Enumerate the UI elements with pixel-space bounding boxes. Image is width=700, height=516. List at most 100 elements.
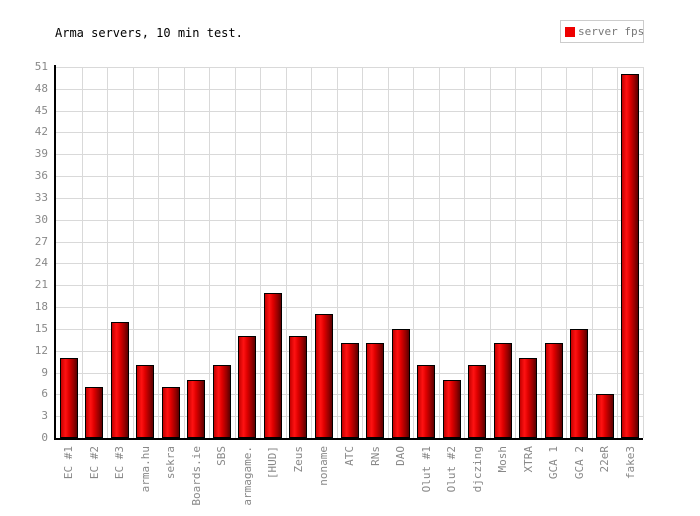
bar — [392, 329, 410, 438]
y-tick-label: 0 — [41, 431, 48, 444]
x-tick-label: Zeus — [292, 446, 305, 473]
gridline-vertical — [592, 67, 593, 438]
gridline-horizontal — [56, 132, 643, 133]
y-tick-label: 18 — [34, 300, 48, 313]
gridline-horizontal — [56, 198, 643, 199]
x-tick-label: GCA 2 — [573, 446, 586, 480]
x-tick-label: sekra — [164, 446, 177, 480]
x-tick-label: Boards.ie — [190, 446, 203, 506]
y-tick-label: 15 — [34, 322, 48, 335]
x-tick-label: EC #3 — [113, 446, 126, 480]
x-tick-label: EC #1 — [62, 446, 75, 480]
gridline-horizontal — [56, 176, 643, 177]
gridline-vertical — [82, 67, 83, 438]
bar — [519, 358, 537, 438]
gridline-vertical — [566, 67, 567, 438]
bar — [570, 329, 588, 438]
gridline-horizontal — [56, 307, 643, 308]
chart-title: Arma servers, 10 min test. — [55, 26, 243, 40]
y-tick-label: 27 — [34, 235, 48, 248]
x-axis-line — [54, 438, 643, 440]
x-tick-label: Mosh — [496, 446, 509, 473]
gridline-horizontal — [56, 329, 643, 330]
y-tick-label: 24 — [34, 256, 48, 269]
gridline-vertical — [490, 67, 491, 438]
x-tick-label: Olut #2 — [445, 446, 458, 493]
x-tick-label: fake3 — [624, 446, 637, 480]
bar — [494, 343, 512, 438]
y-tick-label: 39 — [34, 147, 48, 160]
y-axis-line — [54, 65, 56, 440]
bar — [545, 343, 563, 438]
y-tick-label: 12 — [34, 344, 48, 357]
bar — [468, 365, 486, 438]
gridline-horizontal — [56, 154, 643, 155]
bar — [443, 380, 461, 438]
gridline-horizontal — [56, 242, 643, 243]
bar — [366, 343, 384, 438]
bar — [162, 387, 180, 438]
gridline-vertical — [311, 67, 312, 438]
bar — [417, 365, 435, 438]
bar — [315, 314, 333, 438]
y-tick-label: 3 — [41, 409, 48, 422]
gridline-vertical — [235, 67, 236, 438]
gridline-horizontal — [56, 67, 643, 68]
bar-chart: Arma servers, 10 min test. server fps 0 3… — [34, 20, 645, 506]
bar — [213, 365, 231, 438]
y-tick-label: 21 — [34, 278, 48, 291]
y-tick-label: 42 — [34, 125, 48, 138]
gridline-vertical — [388, 67, 389, 438]
y-tick-label: 48 — [34, 82, 48, 95]
y-tick-label: 45 — [34, 104, 48, 117]
y-tick-label: 6 — [41, 387, 48, 400]
y-tick-label: 36 — [34, 169, 48, 182]
gridline-vertical — [362, 67, 363, 438]
gridline-vertical — [643, 67, 644, 438]
x-tick-label: XTRA — [522, 446, 535, 473]
gridline-vertical — [413, 67, 414, 438]
y-tick-label: 33 — [34, 191, 48, 204]
gridline-horizontal — [56, 111, 643, 112]
x-tick-label: armagame. — [241, 446, 254, 506]
legend: server fps — [560, 20, 644, 43]
x-tick-label: DAO — [394, 446, 407, 466]
gridline-horizontal — [56, 89, 643, 90]
gridline-vertical — [515, 67, 516, 438]
legend-swatch-icon — [565, 26, 575, 37]
gridline-horizontal — [56, 285, 643, 286]
y-tick-label: 51 — [34, 60, 48, 73]
x-tick-label: ATC — [343, 446, 356, 466]
bar — [136, 365, 154, 438]
x-tick-label: SBS — [215, 446, 228, 466]
x-tick-label: RNs — [369, 446, 382, 466]
bar — [187, 380, 205, 438]
bar — [289, 336, 307, 438]
x-tick-label: arma.hu — [139, 446, 152, 493]
gridline-vertical — [464, 67, 465, 438]
gridline-vertical — [209, 67, 210, 438]
gridline-vertical — [541, 67, 542, 438]
bar — [238, 336, 256, 438]
gridline-vertical — [439, 67, 440, 438]
x-tick-label: [HUD] — [266, 446, 279, 480]
gridline-vertical — [260, 67, 261, 438]
gridline-vertical — [158, 67, 159, 438]
gridline-horizontal — [56, 220, 643, 221]
gridline-vertical — [107, 67, 108, 438]
bar — [111, 322, 129, 438]
gridline-horizontal — [56, 263, 643, 264]
gridline-vertical — [184, 67, 185, 438]
x-tick-label: noname — [317, 446, 330, 486]
bar — [264, 293, 282, 438]
y-tick-label: 30 — [34, 213, 48, 226]
bar — [85, 387, 103, 438]
x-tick-label: djczing — [471, 446, 484, 493]
y-tick-label: 9 — [41, 366, 48, 379]
x-tick-label: 22eR — [598, 446, 611, 473]
gridline-vertical — [286, 67, 287, 438]
gridline-vertical — [337, 67, 338, 438]
bar — [621, 74, 639, 438]
gridline-vertical — [133, 67, 134, 438]
legend-label: server fps — [578, 25, 645, 38]
